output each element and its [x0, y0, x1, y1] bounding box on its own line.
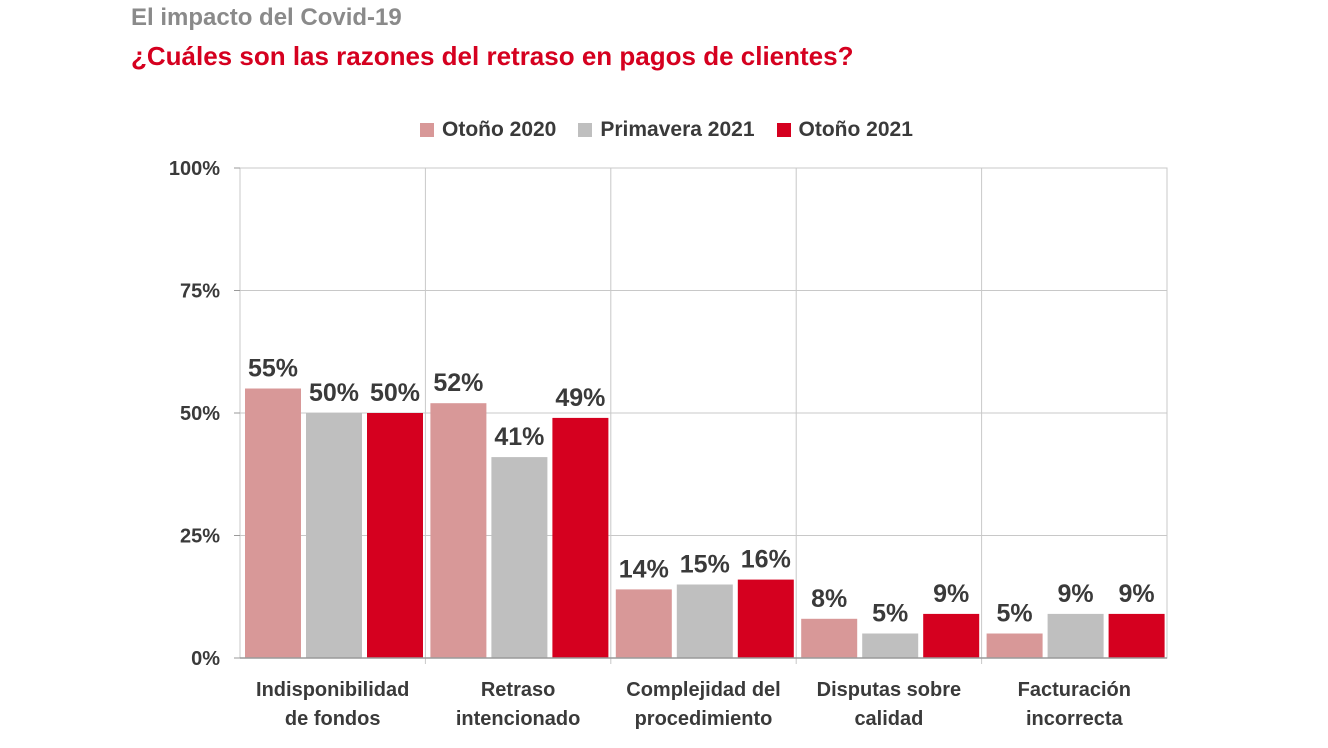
bar — [615, 589, 672, 658]
bar — [923, 613, 980, 658]
legend-label-otono-2020: Otoño 2020 — [442, 118, 557, 141]
data-label: 41% — [494, 423, 544, 451]
bar — [676, 584, 733, 658]
data-label: 9% — [933, 580, 969, 608]
bar — [306, 413, 362, 658]
y-tick-label: 50% — [180, 403, 220, 425]
legend-swatch-otono-2021 — [776, 123, 791, 137]
x-tick-label: intencionado — [456, 708, 580, 730]
legend-swatch-otono-2020 — [420, 123, 434, 137]
x-tick-label: incorrecta — [1026, 708, 1124, 730]
bar — [1047, 613, 1104, 658]
data-label: 50% — [309, 379, 359, 407]
bar — [367, 413, 423, 658]
data-label: 49% — [555, 384, 605, 412]
chart-legend: Otoño 2020 Primavera 2021 Otoño 2021 — [420, 118, 913, 142]
x-tick-label: Complejidad del — [626, 679, 780, 701]
bar — [862, 633, 919, 658]
data-label: 5% — [997, 600, 1033, 628]
legend-label-primavera-2021: Primavera 2021 — [600, 118, 755, 141]
chart-supertitle: El impacto del Covid-19 — [131, 4, 402, 31]
data-label: 50% — [370, 379, 420, 407]
legend-item-otono-2020: Otoño 2020 — [420, 118, 556, 142]
legend-item-primavera-2021: Primavera 2021 — [578, 118, 755, 142]
y-tick-label: 0% — [191, 648, 220, 670]
data-label: 15% — [680, 551, 730, 579]
x-tick-label: Indisponibilidad — [256, 679, 409, 701]
bar — [430, 403, 487, 658]
bar — [737, 579, 794, 658]
data-label: 9% — [1119, 580, 1155, 608]
y-tick-label: 25% — [180, 526, 220, 548]
x-tick-label: procedimiento — [635, 708, 773, 730]
bar — [986, 633, 1043, 658]
x-tick-label: Disputas sobre — [817, 679, 961, 701]
bar — [245, 388, 301, 658]
data-label: 52% — [433, 369, 483, 397]
x-tick-label: Retraso — [481, 679, 555, 701]
data-label: 8% — [811, 585, 847, 613]
y-tick-label: 75% — [180, 281, 220, 303]
y-tick-label: 100% — [169, 158, 220, 180]
chart-title: ¿Cuáles son las razones del retraso en p… — [131, 41, 854, 71]
data-label: 16% — [741, 546, 791, 574]
legend-item-otono-2021: Otoño 2021 — [776, 118, 913, 142]
x-tick-label: Facturación — [1018, 679, 1131, 701]
data-label: 55% — [248, 355, 298, 383]
x-tick-label: de fondos — [285, 708, 381, 730]
legend-label-otono-2021: Otoño 2021 — [798, 118, 913, 141]
bar — [491, 457, 548, 658]
bar — [552, 417, 609, 658]
data-label: 9% — [1058, 580, 1094, 608]
x-tick-label: calidad — [854, 708, 923, 730]
bar — [1108, 613, 1165, 658]
bar — [801, 618, 858, 658]
data-label: 5% — [872, 600, 908, 628]
data-label: 14% — [619, 555, 669, 583]
legend-swatch-primavera-2021 — [578, 123, 593, 137]
